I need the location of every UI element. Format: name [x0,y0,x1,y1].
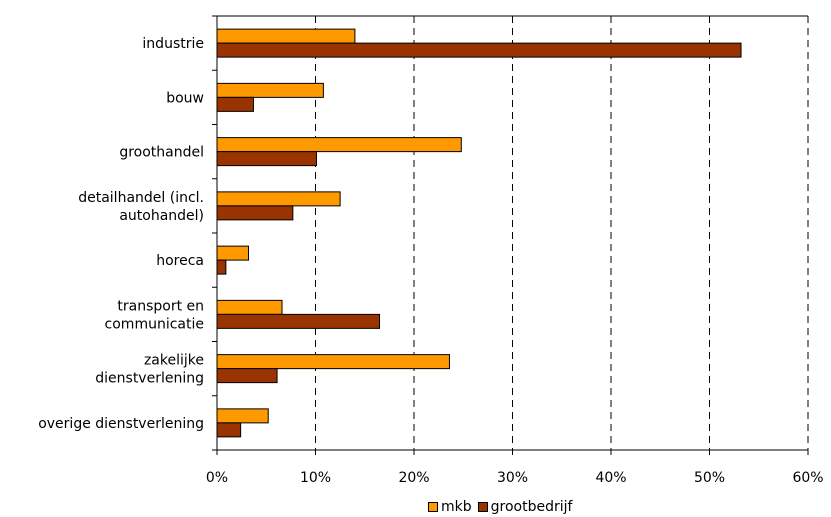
bar-grootbedrijf [216,368,278,384]
bars [216,28,742,438]
bar-grootbedrijf [216,205,294,221]
category-labels: industrie bouw groothandel detailhandel (in… [38,36,204,432]
legend-item-grootbedrijf: grootbedrijf [477,499,573,515]
bar-mkb [216,408,269,424]
legend-swatch-grootbedrijf [477,502,488,512]
bar-mkb [216,245,250,261]
x-tick-label: 40% [595,470,626,486]
bar-grootbedrijf [216,96,254,112]
bar-grootbedrijf [216,151,317,167]
bar-mkb [216,299,283,315]
x-tick-label: 50% [694,470,725,486]
legend-swatch-mkb [428,502,438,512]
x-tick-label: 30% [497,470,528,486]
axes [212,15,809,455]
legend-item-mkb: mkb [428,499,472,515]
bar-mkb [216,354,450,370]
bar-mkb [216,82,324,98]
category-label: overige dienstverlening [38,416,204,432]
bar-mkb [216,28,356,44]
category-label: groothandel [119,145,204,161]
x-tick-label: 0% [206,470,228,486]
x-tick-label: 20% [398,470,429,486]
bar-grootbedrijf [216,42,742,58]
category-label: horeca [156,253,204,269]
category-label: zakelijke dienstverlening [95,353,204,387]
bar-grootbedrijf [216,313,381,329]
legend-label-grootbedrijf: grootbedrijf [490,499,573,515]
category-label: detailhandel (incl. autohandel) [78,190,204,224]
category-label: industrie [142,36,204,52]
x-tick-label: 60% [792,470,823,486]
x-tick-labels: 0% 10% 20% 30% 40% 50% 60% [206,470,824,486]
bar-mkb [216,191,341,207]
gridlines [315,16,809,450]
x-tick-label: 10% [300,470,331,486]
bar-mkb [216,137,462,153]
bar-grootbedrijf [216,259,227,275]
legend-label-mkb: mkb [441,499,472,515]
category-label: transport en communicatie [105,298,204,332]
category-label: bouw [166,90,204,106]
legend: mkb grootbedrijf [428,498,572,516]
bar-grootbedrijf [216,422,242,438]
